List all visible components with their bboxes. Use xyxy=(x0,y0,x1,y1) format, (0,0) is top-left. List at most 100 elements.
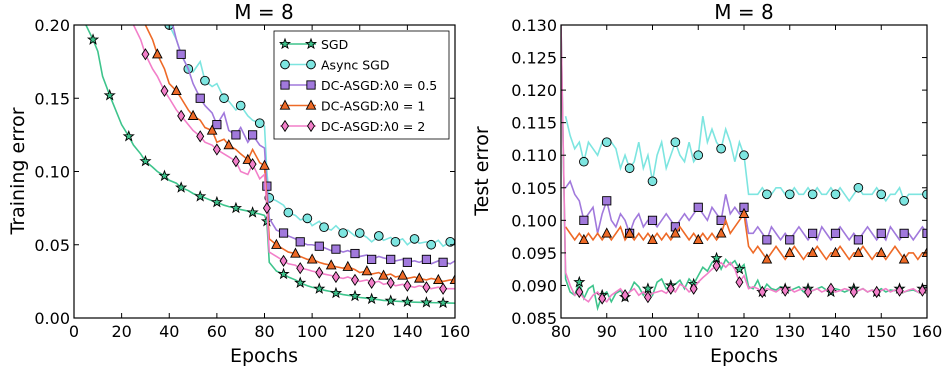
legend-marker-sgd xyxy=(304,37,318,50)
right-plot-area xyxy=(561,25,927,312)
left-point-dc1 xyxy=(151,48,163,59)
right-x-tick-label: 160 xyxy=(912,322,943,341)
left-point-sgd xyxy=(437,296,450,309)
left-point-dc2 xyxy=(160,84,169,98)
right-point-dc05 xyxy=(602,196,612,206)
left-point-dc05 xyxy=(402,257,412,267)
right-point-async xyxy=(647,176,658,187)
left-point-async xyxy=(302,213,313,224)
left-y-tick-label: 0.20 xyxy=(34,16,70,35)
right-chart-title: M = 8 xyxy=(714,0,773,24)
right-point-dc1 xyxy=(921,246,927,258)
left-axis-ticks: 0 20 40 60 80 100 120 140 160 0.00 0.05 0.10 0.15 0.2… xyxy=(34,16,470,341)
right-point-dc05 xyxy=(853,235,863,245)
left-y-axis-label: Training error xyxy=(7,107,29,235)
left-chart-title: M = 8 xyxy=(234,0,293,24)
right-y-tick-label: 0.130 xyxy=(511,16,557,35)
left-point-async xyxy=(373,231,384,241)
right-series-line-sgd xyxy=(561,25,927,312)
left-point-dc05 xyxy=(367,254,377,264)
right-point-dc2 xyxy=(666,282,675,295)
left-point-sgd xyxy=(401,295,414,308)
left-point-sgd xyxy=(348,289,362,302)
left-plot-area xyxy=(85,25,455,309)
left-point-dc1 xyxy=(223,139,235,150)
right-point-sgd xyxy=(733,262,746,275)
right-y-tick-label: 0.110 xyxy=(511,146,557,165)
right-y-tick-label: 0.100 xyxy=(511,211,557,230)
right-point-dc1 xyxy=(738,207,750,218)
right-point-dc2 xyxy=(872,285,881,299)
left-x-tick-label: 140 xyxy=(392,322,423,341)
right-point-dc2 xyxy=(826,282,835,295)
legend-marker-dc05 xyxy=(306,80,316,90)
left-point-dc1 xyxy=(171,84,182,96)
left-point-dc2 xyxy=(248,158,257,171)
left-point-dc05 xyxy=(231,130,241,140)
right-point-dc2 xyxy=(575,285,584,299)
right-x-axis-label: Epochs xyxy=(710,345,778,367)
right-x-tick-label: 90 xyxy=(597,322,617,341)
right-axis-ticks: 80 90 100 110 120 130 140 150 160 0.085 0.090 0.095… xyxy=(511,16,942,341)
right-point-async xyxy=(716,143,726,154)
left-point-dc05 xyxy=(212,120,222,130)
left-point-sgd xyxy=(329,286,343,299)
left-x-axis-label: Epochs xyxy=(230,345,298,367)
right-point-dc05 xyxy=(647,215,658,225)
right-point-async xyxy=(762,189,772,200)
left-point-sgd xyxy=(158,169,171,182)
left-point-sgd xyxy=(139,154,152,167)
right-point-dc1 xyxy=(830,246,841,258)
legend-label-dc05: DC-ASGD:λ0 = 0.5 xyxy=(321,78,437,93)
right-point-async xyxy=(876,189,887,200)
left-point-sgd xyxy=(122,129,135,142)
left-y-tick-label: 0.10 xyxy=(34,163,70,182)
right-point-dc2 xyxy=(689,282,698,295)
right-test-error-chart: 80 90 100 110 120 130 140 150 160 0.085 0.090 0.095… xyxy=(471,0,942,367)
left-point-dc05 xyxy=(350,248,360,259)
left-point-async xyxy=(338,228,348,238)
left-point-sgd xyxy=(86,33,100,45)
right-point-dc1 xyxy=(670,227,681,238)
left-point-async xyxy=(283,207,294,218)
right-point-dc05 xyxy=(899,228,909,238)
right-series-line-dc2 xyxy=(561,25,927,303)
left-point-dc1 xyxy=(432,273,444,285)
right-series-line-dc1 xyxy=(564,211,927,261)
left-point-dc05 xyxy=(176,49,186,59)
left-point-dc2 xyxy=(196,130,205,143)
left-point-dc2 xyxy=(212,143,221,156)
right-point-async xyxy=(830,189,841,200)
right-point-async xyxy=(624,163,635,174)
left-x-tick-label: 100 xyxy=(297,322,328,341)
right-point-dc1 xyxy=(761,253,773,264)
left-training-error-chart: 0 20 40 60 80 100 120 140 160 0.00 0.05 0.10 0.15 0.2… xyxy=(7,0,470,367)
right-axes-frame xyxy=(560,24,928,319)
legend-marker-dc2 xyxy=(307,119,315,133)
left-point-dc2 xyxy=(296,262,305,275)
right-x-tick-label: 130 xyxy=(774,322,805,341)
right-point-dc1 xyxy=(715,227,727,238)
right-y-tick-label: 0.105 xyxy=(511,179,557,198)
left-point-sgd xyxy=(175,181,188,193)
left-x-tick-label: 160 xyxy=(440,322,471,341)
left-point-dc2 xyxy=(231,155,240,168)
legend-marker-dc05 xyxy=(280,80,290,90)
left-point-dc1 xyxy=(342,260,354,271)
right-point-dc2 xyxy=(643,291,652,304)
left-point-dc1 xyxy=(259,159,270,170)
left-point-dc1 xyxy=(242,153,254,164)
right-point-dc05 xyxy=(808,228,818,238)
left-point-dc1 xyxy=(378,269,389,280)
left-point-dc05 xyxy=(278,228,289,238)
left-x-tick-label: 120 xyxy=(344,322,375,341)
legend-marker-dc1 xyxy=(305,99,317,110)
right-series-line-dc05 xyxy=(564,179,927,242)
left-point-dc2 xyxy=(177,109,186,122)
right-point-async xyxy=(853,182,864,193)
legend: SGD Async SGD DC-ASGD:λ0 = 0.5 DC-ASGD:λ0 =… xyxy=(273,30,450,140)
right-point-dc1 xyxy=(624,227,635,238)
right-x-tick-label: 80 xyxy=(551,322,571,341)
right-y-tick-label: 0.125 xyxy=(511,49,557,68)
